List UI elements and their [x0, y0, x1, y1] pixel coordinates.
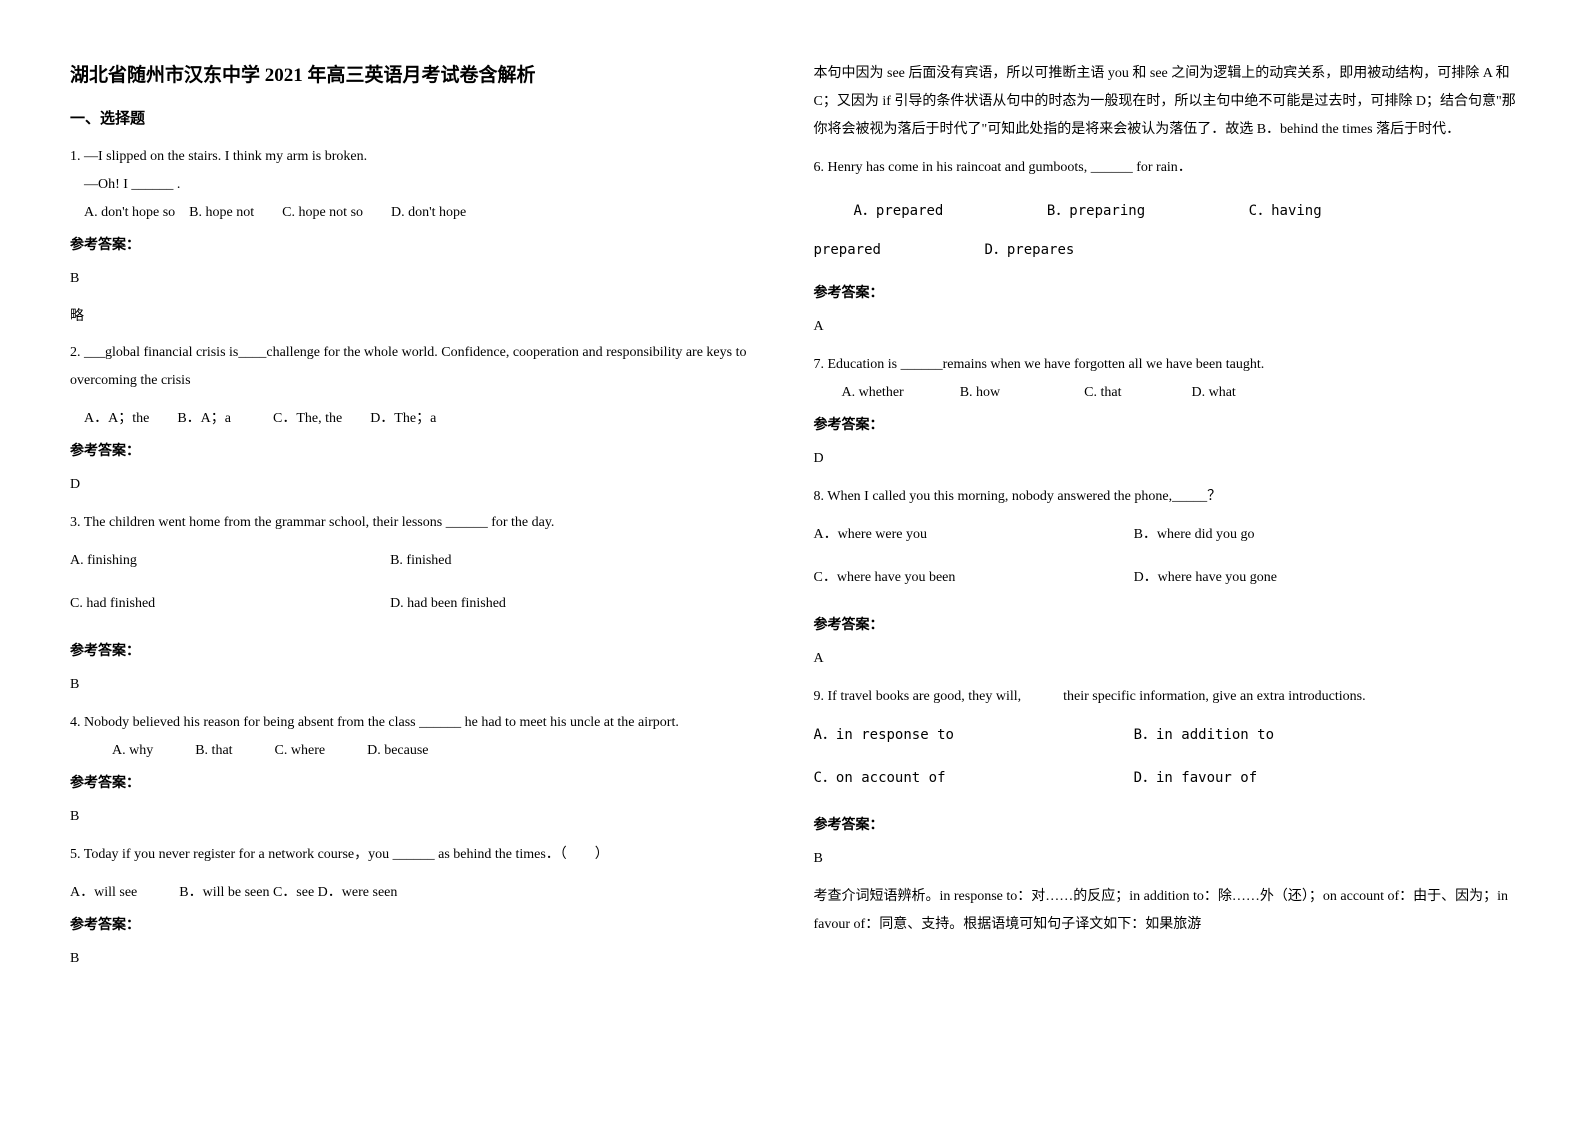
q7-options: A. whether B. how C. that D. what	[814, 379, 1518, 407]
page-title: 湖北省随州市汉东中学 2021 年高三英语月考试卷含解析	[70, 60, 774, 87]
q2-answer-label: 参考答案：	[70, 438, 774, 466]
question-3: 3. The children went home from the gramm…	[70, 509, 774, 699]
q8-opt-c: C．where have you been	[814, 564, 1131, 592]
q9-opt-d: D．in favour of	[1134, 764, 1451, 792]
q5-options: A．will see B．will be seen C．see D．were s…	[70, 879, 774, 907]
question-4: 4. Nobody believed his reason for being …	[70, 709, 774, 831]
question-5: 5. Today if you never register for a net…	[70, 841, 774, 973]
question-9: 9. If travel books are good, they will, …	[814, 683, 1518, 939]
q1-answer-label: 参考答案：	[70, 232, 774, 260]
right-column: 本句中因为 see 后面没有宾语，所以可推断主语 you 和 see 之间为逻辑…	[794, 60, 1538, 1062]
q6-opt-c: C．having	[1249, 197, 1322, 225]
q6-opt-b: B．preparing	[1047, 197, 1145, 225]
q6-answer: A	[814, 313, 1518, 341]
question-6: 6. Henry has come in his raincoat and gu…	[814, 154, 1518, 341]
q3-opt-d: D. had been finished	[390, 590, 707, 618]
q4-text: 4. Nobody believed his reason for being …	[70, 709, 774, 737]
q2-text: 2. ___global financial crisis is____chal…	[70, 339, 774, 395]
q6-answer-label: 参考答案：	[814, 280, 1518, 308]
q6-opt-d: D．prepares	[984, 236, 1074, 264]
q5-answer-label: 参考答案：	[70, 912, 774, 940]
q6-text: 6. Henry has come in his raincoat and gu…	[814, 154, 1518, 182]
q8-answer-label: 参考答案：	[814, 612, 1518, 640]
q1-note: 略	[70, 303, 774, 331]
q2-options: A．A；the B．A；a C．The, the D．The；a	[70, 405, 774, 433]
q9-opt-a: A．in response to	[814, 721, 1131, 749]
question-2: 2. ___global financial crisis is____chal…	[70, 339, 774, 499]
question-8: 8. When I called you this morning, nobod…	[814, 483, 1518, 673]
q3-answer-label: 参考答案：	[70, 638, 774, 666]
q5-text: 5. Today if you never register for a net…	[70, 841, 774, 869]
q3-opt-a: A. finishing	[70, 547, 387, 575]
q4-options: A. why B. that C. where D. because	[70, 737, 774, 765]
q7-answer: D	[814, 445, 1518, 473]
q1-options: A. don't hope so B. hope not C. hope not…	[70, 199, 774, 227]
q3-opt-c: C. had finished	[70, 590, 387, 618]
q4-answer-label: 参考答案：	[70, 770, 774, 798]
q9-answer-label: 参考答案：	[814, 812, 1518, 840]
q9-answer: B	[814, 845, 1518, 873]
q1-answer: B	[70, 265, 774, 293]
q6-opt-d-pre: prepared	[814, 236, 881, 264]
left-column: 湖北省随州市汉东中学 2021 年高三英语月考试卷含解析 一、选择题 1. —I…	[50, 60, 794, 1062]
q6-opt-a: A．prepared	[854, 197, 944, 225]
q8-answer: A	[814, 645, 1518, 673]
q7-answer-label: 参考答案：	[814, 412, 1518, 440]
q5-explanation: 本句中因为 see 后面没有宾语，所以可推断主语 you 和 see 之间为逻辑…	[814, 60, 1518, 144]
q3-answer: B	[70, 671, 774, 699]
question-7: 7. Education is ______remains when we ha…	[814, 351, 1518, 473]
q4-answer: B	[70, 803, 774, 831]
q9-opt-c: C．on account of	[814, 764, 1131, 792]
q8-opt-b: B．where did you go	[1134, 521, 1451, 549]
question-1: 1. —I slipped on the stairs. I think my …	[70, 143, 774, 331]
q8-text: 8. When I called you this morning, nobod…	[814, 483, 1518, 511]
q7-text: 7. Education is ______remains when we ha…	[814, 351, 1518, 379]
q2-answer: D	[70, 471, 774, 499]
q9-text: 9. If travel books are good, they will, …	[814, 683, 1518, 711]
q5-answer: B	[70, 945, 774, 973]
q8-opt-a: A．where were you	[814, 521, 1131, 549]
q9-explanation: 考查介词短语辨析。in response to：对……的反应；in additi…	[814, 883, 1518, 939]
section-header: 一、选择题	[70, 107, 774, 128]
q1-line2: —Oh! I ______ .	[70, 171, 774, 199]
q8-opt-d: D．where have you gone	[1134, 564, 1451, 592]
q9-opt-b: B．in addition to	[1134, 721, 1451, 749]
q1-line1: 1. —I slipped on the stairs. I think my …	[70, 143, 774, 171]
q3-text: 3. The children went home from the gramm…	[70, 509, 774, 537]
q3-opt-b: B. finished	[390, 547, 707, 575]
